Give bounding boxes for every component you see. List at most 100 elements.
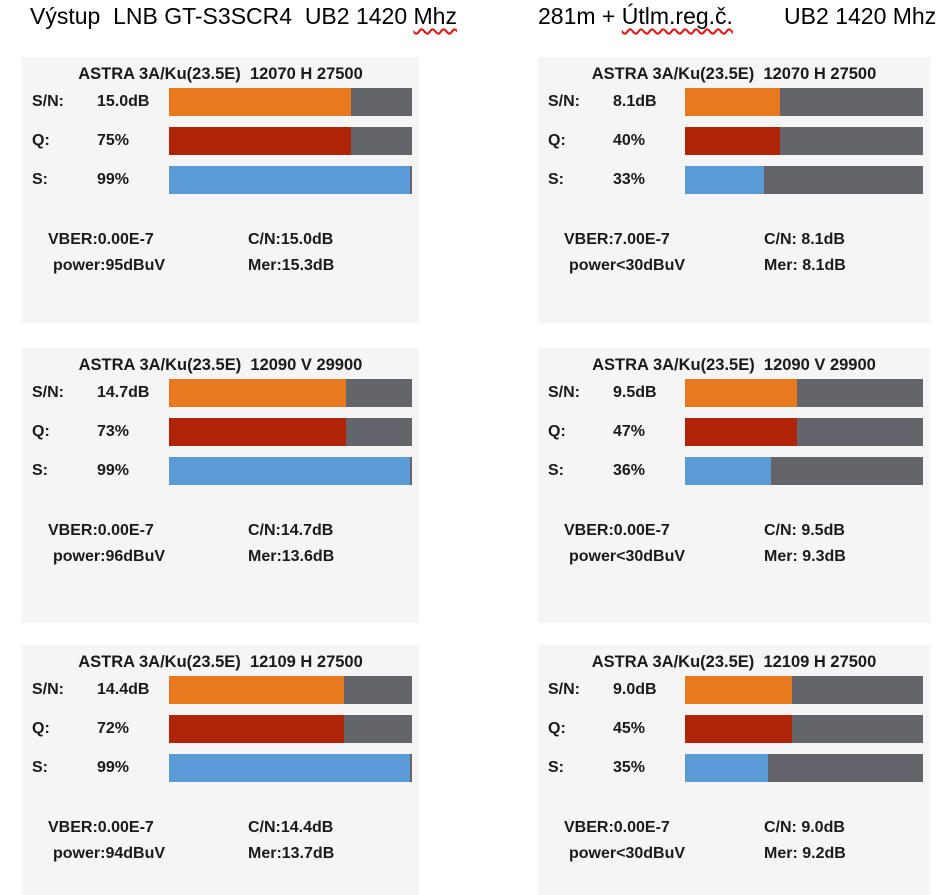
quality-row: Q: 72% (22, 715, 419, 743)
document-page: { "colors": { "snr": "#E8791E", "quality… (22, 3, 937, 862)
meter-panel-right-bottom: ASTRA 3A/Ku(23.5E) 12109 H 27500 S/N: 9.… (538, 645, 930, 895)
signal-bar-fill (685, 457, 771, 485)
meter-panel-left-middle: ASTRA 3A/Ku(23.5E) 12090 V 29900 S/N: 14… (22, 348, 419, 623)
snr-bar-fill (685, 88, 781, 116)
quality-value: 72% (97, 720, 130, 737)
signal-bar-fill (169, 457, 410, 485)
header-right-text-suffix: UB2 1420 Mhz (732, 3, 937, 29)
signal-row: S: 99% (22, 166, 419, 194)
meter-panel-left-top: ASTRA 3A/Ku(23.5E) 12070 H 27500 S/N: 15… (22, 57, 419, 323)
quality-label: Q: (32, 720, 50, 737)
snr-value: 9.0dB (613, 681, 657, 698)
quality-label: Q: (548, 423, 566, 440)
transponder-title: ASTRA 3A/Ku(23.5E) 12070 H 27500 (591, 65, 877, 83)
quality-label: Q: (548, 132, 566, 149)
snr-bar-fill (685, 676, 793, 704)
signal-row: S: 33% (538, 166, 930, 194)
snr-bar-fill (169, 379, 347, 407)
mer-text: Mer:15.3dB (248, 257, 335, 274)
column-header-left: Výstup LNB GT-S3SCR4 UB2 1420 Mhz (30, 3, 457, 30)
quality-bar-track (685, 418, 923, 446)
quality-row: Q: 73% (22, 418, 419, 446)
snr-bar-fill (685, 379, 797, 407)
signal-bar-track (169, 166, 412, 194)
snr-label: S/N: (32, 93, 64, 110)
cn-text: C/N:14.4dB (248, 819, 334, 836)
snr-row: S/N: 14.4dB (22, 676, 419, 704)
cn-text: C/N: 9.0dB (764, 819, 845, 836)
signal-bar-track (169, 754, 412, 782)
snr-bar-track (169, 88, 412, 116)
signal-bar-track (169, 457, 412, 485)
snr-value: 14.4dB (97, 681, 150, 698)
quality-bar-track (685, 715, 923, 743)
quality-label: Q: (32, 132, 50, 149)
signal-bar-fill (685, 166, 764, 194)
mer-text: Mer: 9.3dB (764, 548, 846, 565)
signal-bar-fill (685, 754, 769, 782)
signal-label: S: (548, 759, 564, 776)
signal-bar-track (685, 166, 923, 194)
quality-value: 47% (613, 423, 646, 440)
signal-value: 36% (613, 462, 646, 479)
transponder-title: ASTRA 3A/Ku(23.5E) 12090 V 29900 (592, 356, 876, 374)
signal-bar-fill (169, 754, 410, 782)
quality-bar-track (169, 715, 412, 743)
mer-text: Mer:13.7dB (248, 845, 335, 862)
signal-label: S: (32, 759, 48, 776)
snr-bar-track (169, 676, 412, 704)
signal-row: S: 36% (538, 457, 930, 485)
snr-value: 14.7dB (97, 384, 150, 401)
quality-bar-track (169, 127, 412, 155)
snr-label: S/N: (548, 93, 580, 110)
power-text: power:96dBuV (53, 548, 166, 565)
transponder-title: ASTRA 3A/Ku(23.5E) 12109 H 27500 (591, 653, 877, 671)
snr-label: S/N: (32, 384, 64, 401)
quality-bar-track (169, 418, 412, 446)
quality-label: Q: (32, 423, 50, 440)
vber-text: VBER:0.00E-7 (48, 522, 154, 539)
signal-value: 99% (97, 462, 130, 479)
transponder-title: ASTRA 3A/Ku(23.5E) 12070 H 27500 (78, 65, 363, 83)
quality-row: Q: 40% (538, 127, 930, 155)
quality-row: Q: 75% (22, 127, 419, 155)
signal-bar-track (685, 754, 923, 782)
meter-panel-right-middle: ASTRA 3A/Ku(23.5E) 12090 V 29900 S/N: 9.… (538, 348, 930, 623)
quality-bar-fill (169, 127, 352, 155)
header-right-text: 281m + (538, 3, 622, 29)
snr-row: S/N: 9.0dB (538, 676, 930, 704)
snr-bar-track (169, 379, 412, 407)
power-text: power:95dBuV (53, 257, 166, 274)
vber-text: VBER:7.00E-7 (564, 231, 670, 248)
quality-value: 73% (97, 423, 130, 440)
snr-row: S/N: 8.1dB (538, 88, 930, 116)
snr-bar-fill (169, 88, 352, 116)
signal-bar-fill (169, 166, 410, 194)
mer-text: Mer: 9.2dB (764, 845, 846, 862)
snr-bar-fill (169, 676, 344, 704)
signal-value: 99% (97, 759, 130, 776)
quality-bar-fill (685, 418, 797, 446)
header-left-misspelled-word: Mhz (413, 3, 457, 29)
transponder-title: ASTRA 3A/Ku(23.5E) 12109 H 27500 (78, 653, 363, 671)
power-text: power<30dBuV (569, 845, 686, 862)
vber-text: VBER:0.00E-7 (48, 231, 154, 248)
snr-row: S/N: 9.5dB (538, 379, 930, 407)
quality-value: 45% (613, 720, 646, 737)
quality-bar-track (685, 127, 923, 155)
signal-row: S: 35% (538, 754, 930, 782)
transponder-title: ASTRA 3A/Ku(23.5E) 12090 V 29900 (78, 356, 363, 374)
quality-value: 40% (613, 132, 646, 149)
cn-text: C/N: 8.1dB (764, 231, 845, 248)
header-right-misspelled-word: Útlm.reg.č. (621, 3, 733, 29)
column-header-right: 281m + Útlm.reg.č. UB2 1420 Mhz (538, 3, 936, 30)
signal-row: S: 99% (22, 457, 419, 485)
power-text: power:94dBuV (53, 845, 166, 862)
cn-text: C/N:14.7dB (248, 522, 334, 539)
quality-row: Q: 45% (538, 715, 930, 743)
meter-panel-left-bottom: ASTRA 3A/Ku(23.5E) 12109 H 27500 S/N: 14… (22, 645, 419, 895)
snr-label: S/N: (548, 681, 580, 698)
quality-label: Q: (548, 720, 566, 737)
vber-text: VBER:0.00E-7 (48, 819, 154, 836)
signal-value: 99% (97, 171, 130, 188)
